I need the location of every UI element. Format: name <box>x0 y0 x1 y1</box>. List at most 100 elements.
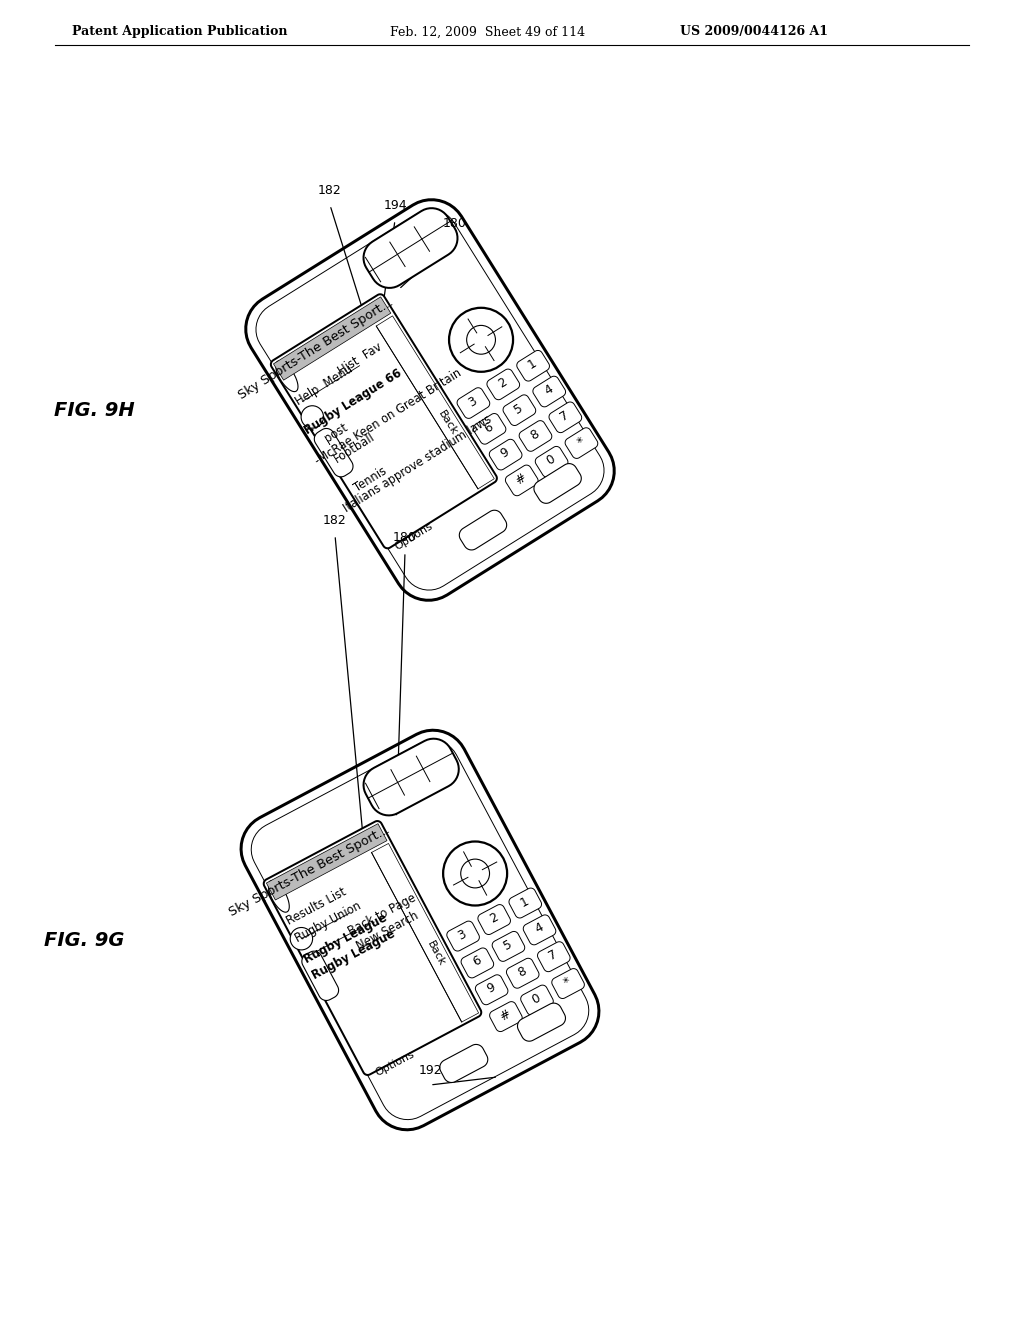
Text: 9: 9 <box>498 446 512 461</box>
Text: Rugby League 66: Rugby League 66 <box>302 366 404 437</box>
Polygon shape <box>493 932 524 961</box>
Polygon shape <box>314 429 353 477</box>
Polygon shape <box>507 958 539 989</box>
Text: Back: Back <box>436 409 460 437</box>
Text: Back: Back <box>426 940 447 969</box>
Polygon shape <box>271 294 497 548</box>
Polygon shape <box>264 821 481 1074</box>
Text: 3: 3 <box>456 927 469 942</box>
Text: 194: 194 <box>383 199 407 213</box>
Polygon shape <box>506 465 538 496</box>
Text: 5: 5 <box>501 937 514 953</box>
Polygon shape <box>475 974 508 1005</box>
Text: 6: 6 <box>470 954 483 969</box>
Polygon shape <box>549 403 582 433</box>
Circle shape <box>301 405 324 428</box>
Polygon shape <box>372 843 478 1022</box>
Text: 8: 8 <box>515 964 528 979</box>
Polygon shape <box>509 888 542 917</box>
Text: Options: Options <box>392 521 434 552</box>
Text: 1: 1 <box>518 894 531 909</box>
Polygon shape <box>534 463 582 503</box>
Text: 8: 8 <box>527 426 542 442</box>
Polygon shape <box>460 511 507 550</box>
Polygon shape <box>246 199 614 601</box>
Text: 4: 4 <box>532 921 545 936</box>
Polygon shape <box>273 297 391 380</box>
Circle shape <box>461 859 489 888</box>
Polygon shape <box>266 824 387 900</box>
Text: US 2009/0044126 A1: US 2009/0044126 A1 <box>680 25 828 38</box>
Text: Feb. 12, 2009  Sheet 49 of 114: Feb. 12, 2009 Sheet 49 of 114 <box>390 25 585 38</box>
Text: -McRae Keen on Great Britain: -McRae Keen on Great Britain <box>312 367 464 467</box>
Text: 5: 5 <box>512 401 525 416</box>
Text: 180: 180 <box>393 531 417 544</box>
Text: Sky Sports-The Best Sport...: Sky Sports-The Best Sport... <box>237 296 395 401</box>
Text: 2: 2 <box>496 375 509 391</box>
Text: 182: 182 <box>318 183 342 197</box>
Text: 0: 0 <box>544 453 557 469</box>
Polygon shape <box>275 360 298 392</box>
Polygon shape <box>532 376 565 407</box>
Text: 180: 180 <box>443 216 467 230</box>
Text: Rugby League: Rugby League <box>301 911 389 966</box>
Polygon shape <box>565 428 598 458</box>
Circle shape <box>467 326 496 354</box>
Text: #: # <box>498 1007 513 1023</box>
Text: Patent Application Publication: Patent Application Publication <box>72 25 288 38</box>
Polygon shape <box>538 941 570 972</box>
Polygon shape <box>302 952 339 1001</box>
Text: 3: 3 <box>466 395 479 409</box>
Polygon shape <box>461 948 494 978</box>
Text: Italians approve stadium laws: Italians approve stadium laws <box>342 413 495 515</box>
Polygon shape <box>241 730 599 1130</box>
Text: Rugby League: Rugby League <box>310 928 397 982</box>
Polygon shape <box>478 904 510 935</box>
Text: Hist  Fav: Hist Fav <box>336 341 384 378</box>
Text: 7: 7 <box>547 948 559 962</box>
Text: Results List: Results List <box>284 884 348 928</box>
Polygon shape <box>364 739 459 816</box>
Polygon shape <box>523 915 556 945</box>
Polygon shape <box>439 1044 487 1082</box>
Text: *: * <box>561 975 573 989</box>
Polygon shape <box>364 209 458 288</box>
Text: Help  Menu: Help Menu <box>293 363 354 408</box>
Text: 1: 1 <box>525 356 539 372</box>
Circle shape <box>443 842 507 906</box>
Text: 4: 4 <box>542 383 555 397</box>
Polygon shape <box>552 969 585 998</box>
Text: 182: 182 <box>324 513 347 527</box>
Text: *: * <box>574 434 587 449</box>
Polygon shape <box>446 921 479 950</box>
Polygon shape <box>519 421 552 451</box>
Text: 192: 192 <box>418 1064 441 1077</box>
Polygon shape <box>473 413 506 444</box>
Polygon shape <box>503 395 536 425</box>
Text: 6: 6 <box>482 420 496 436</box>
Circle shape <box>290 928 312 950</box>
Polygon shape <box>487 370 519 400</box>
Text: FIG. 9H: FIG. 9H <box>53 400 134 420</box>
Polygon shape <box>489 1002 522 1031</box>
Polygon shape <box>457 388 489 418</box>
Text: 0: 0 <box>529 991 543 1006</box>
Polygon shape <box>376 315 495 488</box>
Text: Rugby Union: Rugby Union <box>293 900 364 945</box>
Polygon shape <box>521 985 553 1015</box>
Polygon shape <box>536 446 568 477</box>
Text: Options: Options <box>373 1049 416 1078</box>
Text: #: # <box>513 471 528 487</box>
Text: 7: 7 <box>558 408 571 424</box>
Text: post: post <box>322 421 350 445</box>
Text: 9: 9 <box>484 981 498 995</box>
Circle shape <box>450 308 513 372</box>
Polygon shape <box>517 350 550 381</box>
Polygon shape <box>517 1003 565 1041</box>
Text: New Search: New Search <box>354 909 421 953</box>
Text: FIG. 9G: FIG. 9G <box>44 931 124 949</box>
Text: 2: 2 <box>487 911 500 925</box>
Text: Tennis: Tennis <box>351 465 389 495</box>
Text: Back to Page: Back to Page <box>346 892 418 939</box>
Text: Football: Football <box>332 430 378 466</box>
